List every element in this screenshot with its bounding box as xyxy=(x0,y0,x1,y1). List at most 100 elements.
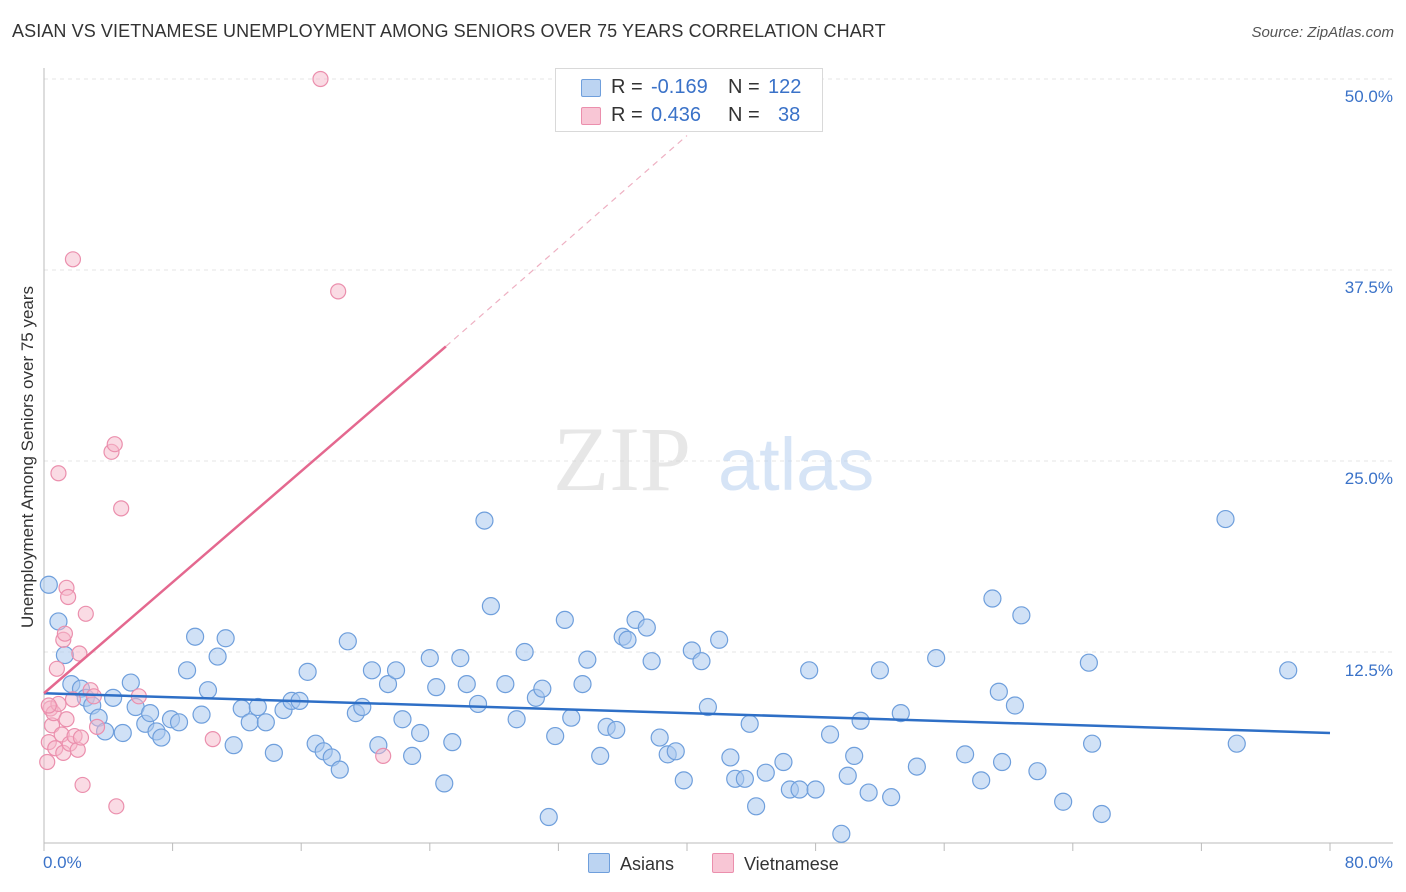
asians-point xyxy=(362,661,382,680)
asians-point xyxy=(298,662,317,681)
asians-point xyxy=(859,783,878,802)
y-tick-label: 25.0% xyxy=(1344,469,1393,488)
asians-point xyxy=(642,652,661,671)
asians-point xyxy=(692,652,711,671)
bottom-legend-vietnamese: Vietnamese xyxy=(712,853,839,875)
asians-point xyxy=(735,769,754,788)
asians-point xyxy=(378,674,398,694)
asians-point xyxy=(411,723,430,743)
asians-point xyxy=(224,736,243,755)
asians-point xyxy=(1279,661,1298,680)
asians-point xyxy=(248,697,267,717)
asians-point xyxy=(475,511,494,530)
asians-point xyxy=(800,661,819,680)
vietnamese-point xyxy=(74,776,91,794)
asians-point xyxy=(573,674,592,694)
bottom-legend-swatch-vietnamese xyxy=(712,853,734,873)
asians-point xyxy=(186,627,205,646)
legend-r-value: 0.436 xyxy=(651,104,702,126)
asians-point xyxy=(838,766,857,785)
grid-lines xyxy=(44,78,1393,653)
source-label: Source: ZipAtlas.com xyxy=(1251,24,1394,41)
asians-point xyxy=(386,661,406,680)
asians-point xyxy=(546,726,565,746)
asians-point xyxy=(507,710,526,729)
legend-swatch-vietnamese xyxy=(581,107,601,125)
bottom-legend-asians: Asians xyxy=(588,853,674,875)
vietnamese-point xyxy=(88,718,106,735)
asians-point xyxy=(851,711,870,730)
vietnamese-point xyxy=(72,729,90,746)
asians-point xyxy=(208,647,227,666)
asians-point xyxy=(578,650,597,669)
y-tick-label: 50.0% xyxy=(1344,87,1393,106)
vietnamese-trend-extension xyxy=(445,135,688,347)
asians-point xyxy=(121,673,140,692)
asians-point xyxy=(674,771,693,790)
asians-point xyxy=(955,745,975,764)
asians-point xyxy=(820,725,840,744)
asians-point xyxy=(468,694,488,714)
asians-point xyxy=(1092,804,1111,824)
asians-point xyxy=(420,649,439,668)
asians-point xyxy=(481,597,500,616)
stats-legend: R = -0.169 N = 122 R = 0.436 N = 38 xyxy=(555,68,823,132)
asians-point xyxy=(721,748,740,767)
vietnamese-point xyxy=(108,798,125,815)
asians-point xyxy=(393,710,412,729)
asians-point xyxy=(192,705,211,724)
asians-point xyxy=(618,630,637,649)
asians-point xyxy=(650,728,669,747)
watermark-zip: ZIP xyxy=(553,408,691,510)
legend-r-value: -0.169 xyxy=(651,76,708,98)
asians-point xyxy=(443,733,462,752)
asians-point xyxy=(983,589,1002,608)
asians-point xyxy=(607,720,626,740)
vietnamese-point xyxy=(375,747,392,765)
trend-lines xyxy=(43,135,1331,735)
asians-point xyxy=(927,649,946,668)
bottom-legend-label-asians: Asians xyxy=(620,854,675,874)
bottom-legend-swatch-asians xyxy=(588,853,610,873)
watermark: ZIP atlas xyxy=(553,408,874,510)
asians-point xyxy=(740,714,759,733)
vietnamese-point xyxy=(77,605,94,622)
asians-point xyxy=(698,697,717,717)
asians-point xyxy=(256,713,275,732)
asians-point xyxy=(637,618,656,637)
legend-n-value: 38 xyxy=(778,104,801,126)
asians-point xyxy=(1005,696,1025,715)
vietnamese-point xyxy=(312,70,329,88)
vietnamese-point xyxy=(50,465,67,482)
asians-point xyxy=(756,763,775,782)
axes xyxy=(43,68,1393,851)
asians-point xyxy=(1216,509,1235,529)
x-tick-label-max: 80.0% xyxy=(1344,853,1393,872)
asians-point xyxy=(1079,653,1098,672)
vietnamese-point xyxy=(39,753,56,771)
y-tick-label: 12.5% xyxy=(1344,661,1393,680)
asians-point xyxy=(330,760,349,779)
legend-n-label: N = xyxy=(728,104,760,126)
asians-point xyxy=(403,746,422,766)
asians-point xyxy=(747,797,766,816)
y-axis-label: Unemployment Among Seniors over 75 years xyxy=(18,285,37,629)
vietnamese-point xyxy=(48,660,65,677)
asians-point xyxy=(457,674,476,694)
asians-point xyxy=(710,630,729,649)
asians-point xyxy=(774,752,793,772)
series-asians-points xyxy=(39,509,1298,843)
asians-trend-line xyxy=(43,692,1331,735)
asians-point xyxy=(515,642,534,662)
x-tick-label-min: 0.0% xyxy=(43,853,82,872)
vietnamese-point xyxy=(113,500,130,517)
asians-point xyxy=(555,610,574,630)
asians-point xyxy=(666,742,685,761)
legend-n-label: N = xyxy=(728,76,760,98)
asians-point xyxy=(338,632,357,651)
asians-point xyxy=(882,788,901,807)
vietnamese-point xyxy=(60,588,77,606)
asians-point xyxy=(169,713,189,732)
asians-point xyxy=(832,824,851,843)
asians-point xyxy=(845,746,864,766)
